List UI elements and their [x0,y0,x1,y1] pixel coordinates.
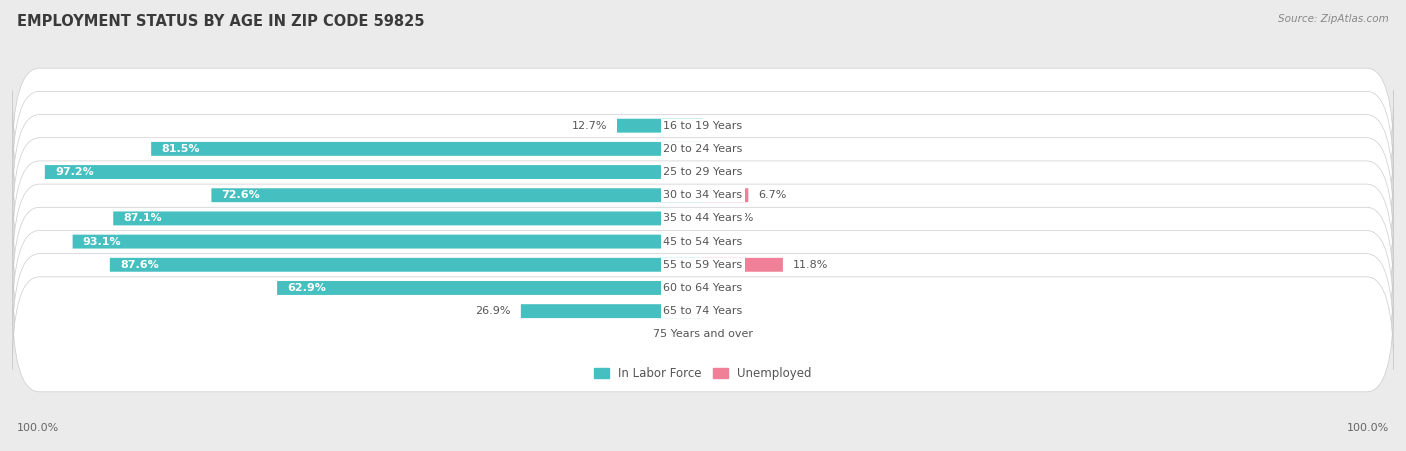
FancyBboxPatch shape [703,258,783,272]
Text: 100.0%: 100.0% [1347,423,1389,433]
Text: 45 to 54 Years: 45 to 54 Years [664,237,742,247]
FancyBboxPatch shape [110,258,703,272]
Text: 35 to 44 Years: 35 to 44 Years [664,213,742,223]
FancyBboxPatch shape [45,165,703,179]
Text: 6.7%: 6.7% [758,190,787,200]
FancyBboxPatch shape [13,277,1393,392]
Text: 55 to 59 Years: 55 to 59 Years [664,260,742,270]
Text: 0.0%: 0.0% [713,121,741,131]
FancyBboxPatch shape [13,230,1393,345]
FancyBboxPatch shape [13,207,1393,322]
Text: 0.0%: 0.0% [713,144,741,154]
Text: 0.0%: 0.0% [713,167,741,177]
Text: 12.7%: 12.7% [571,121,607,131]
FancyBboxPatch shape [13,253,1393,368]
FancyBboxPatch shape [703,188,748,202]
Text: 87.1%: 87.1% [124,213,162,223]
Text: 26.9%: 26.9% [475,306,510,316]
Legend: In Labor Force, Unemployed: In Labor Force, Unemployed [589,362,817,385]
Text: 72.6%: 72.6% [222,190,260,200]
FancyBboxPatch shape [211,188,703,202]
Text: 65 to 74 Years: 65 to 74 Years [664,306,742,316]
FancyBboxPatch shape [520,304,703,318]
FancyBboxPatch shape [13,184,1393,299]
FancyBboxPatch shape [277,281,703,295]
FancyBboxPatch shape [13,161,1393,276]
Text: 1.8%: 1.8% [725,213,754,223]
Text: 93.1%: 93.1% [83,237,121,247]
Text: 0.0%: 0.0% [665,329,693,339]
Text: 0.0%: 0.0% [713,306,741,316]
Text: EMPLOYMENT STATUS BY AGE IN ZIP CODE 59825: EMPLOYMENT STATUS BY AGE IN ZIP CODE 598… [17,14,425,28]
FancyBboxPatch shape [617,119,703,133]
Text: 20 to 24 Years: 20 to 24 Years [664,144,742,154]
FancyBboxPatch shape [73,235,703,249]
Text: 11.8%: 11.8% [793,260,828,270]
Text: 0.0%: 0.0% [713,237,741,247]
Text: 75 Years and over: 75 Years and over [652,329,754,339]
Text: 100.0%: 100.0% [17,423,59,433]
FancyBboxPatch shape [13,115,1393,230]
FancyBboxPatch shape [13,138,1393,253]
FancyBboxPatch shape [703,212,716,226]
Text: Source: ZipAtlas.com: Source: ZipAtlas.com [1278,14,1389,23]
Text: 87.6%: 87.6% [120,260,159,270]
Text: 25 to 29 Years: 25 to 29 Years [664,167,742,177]
Text: 16 to 19 Years: 16 to 19 Years [664,121,742,131]
FancyBboxPatch shape [114,212,703,226]
Text: 0.0%: 0.0% [713,283,741,293]
FancyBboxPatch shape [152,142,703,156]
Text: 0.0%: 0.0% [713,329,741,339]
Text: 30 to 34 Years: 30 to 34 Years [664,190,742,200]
FancyBboxPatch shape [13,68,1393,183]
Text: 62.9%: 62.9% [287,283,326,293]
Text: 97.2%: 97.2% [55,167,94,177]
Text: 60 to 64 Years: 60 to 64 Years [664,283,742,293]
FancyBboxPatch shape [13,92,1393,207]
Text: 81.5%: 81.5% [162,144,200,154]
